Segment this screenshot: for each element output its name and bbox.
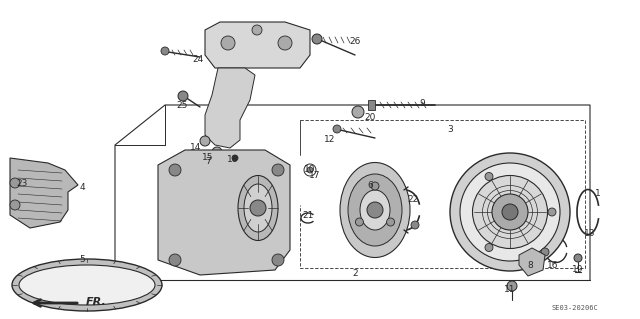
Polygon shape (205, 68, 255, 148)
Circle shape (10, 200, 20, 210)
Text: 20: 20 (364, 114, 376, 122)
Circle shape (492, 194, 528, 230)
Text: 25: 25 (176, 100, 188, 109)
Circle shape (371, 182, 379, 190)
Polygon shape (10, 158, 78, 228)
Text: 2: 2 (352, 269, 358, 278)
Circle shape (221, 36, 235, 50)
Circle shape (333, 125, 341, 133)
Circle shape (387, 218, 395, 226)
Circle shape (178, 91, 188, 101)
Circle shape (169, 164, 181, 176)
Text: 22: 22 (408, 196, 419, 204)
Circle shape (541, 248, 549, 256)
Ellipse shape (348, 174, 402, 246)
Circle shape (307, 167, 313, 173)
Text: 7: 7 (205, 157, 211, 166)
Ellipse shape (472, 175, 547, 249)
Text: 10: 10 (304, 166, 316, 174)
Circle shape (485, 243, 493, 251)
Ellipse shape (12, 259, 162, 311)
Circle shape (411, 221, 419, 229)
Text: 4: 4 (79, 183, 85, 192)
Text: 21: 21 (302, 211, 314, 219)
Text: 1: 1 (595, 189, 601, 197)
Polygon shape (205, 22, 310, 68)
Ellipse shape (360, 190, 390, 230)
Polygon shape (158, 150, 290, 275)
Circle shape (252, 25, 262, 35)
Circle shape (548, 208, 556, 216)
Ellipse shape (450, 153, 570, 271)
Circle shape (278, 36, 292, 50)
Circle shape (485, 173, 493, 181)
Text: 11: 11 (504, 286, 516, 294)
Text: 9: 9 (419, 99, 425, 108)
Polygon shape (368, 100, 375, 110)
Circle shape (312, 34, 322, 44)
Text: 19: 19 (572, 265, 584, 275)
Circle shape (200, 136, 210, 146)
Text: 23: 23 (16, 179, 28, 188)
Polygon shape (519, 248, 545, 276)
Circle shape (232, 155, 238, 161)
Circle shape (502, 204, 518, 220)
Ellipse shape (244, 184, 272, 232)
Text: 16: 16 (547, 261, 559, 270)
Circle shape (169, 254, 181, 266)
Circle shape (161, 47, 169, 55)
Text: FR.: FR. (86, 297, 107, 307)
Text: 15: 15 (202, 152, 214, 161)
Text: 6: 6 (367, 181, 373, 189)
Circle shape (272, 164, 284, 176)
Circle shape (212, 147, 222, 157)
Circle shape (574, 254, 582, 262)
Circle shape (10, 178, 20, 188)
Text: 14: 14 (190, 144, 202, 152)
Text: 17: 17 (309, 170, 321, 180)
Text: 18: 18 (227, 155, 239, 165)
Text: 5: 5 (79, 256, 85, 264)
Text: 13: 13 (584, 228, 596, 238)
Ellipse shape (19, 265, 155, 305)
Circle shape (272, 254, 284, 266)
Text: 24: 24 (193, 56, 204, 64)
Ellipse shape (460, 163, 560, 261)
Text: SE03-20206C: SE03-20206C (552, 305, 598, 311)
Text: 26: 26 (349, 38, 361, 47)
Circle shape (355, 218, 364, 226)
Circle shape (352, 106, 364, 118)
Text: 8: 8 (527, 261, 533, 270)
Ellipse shape (340, 162, 410, 257)
Ellipse shape (238, 175, 278, 241)
Circle shape (250, 200, 266, 216)
Text: 12: 12 (324, 136, 336, 145)
Circle shape (507, 281, 517, 291)
Text: 3: 3 (447, 125, 453, 135)
Circle shape (367, 202, 383, 218)
